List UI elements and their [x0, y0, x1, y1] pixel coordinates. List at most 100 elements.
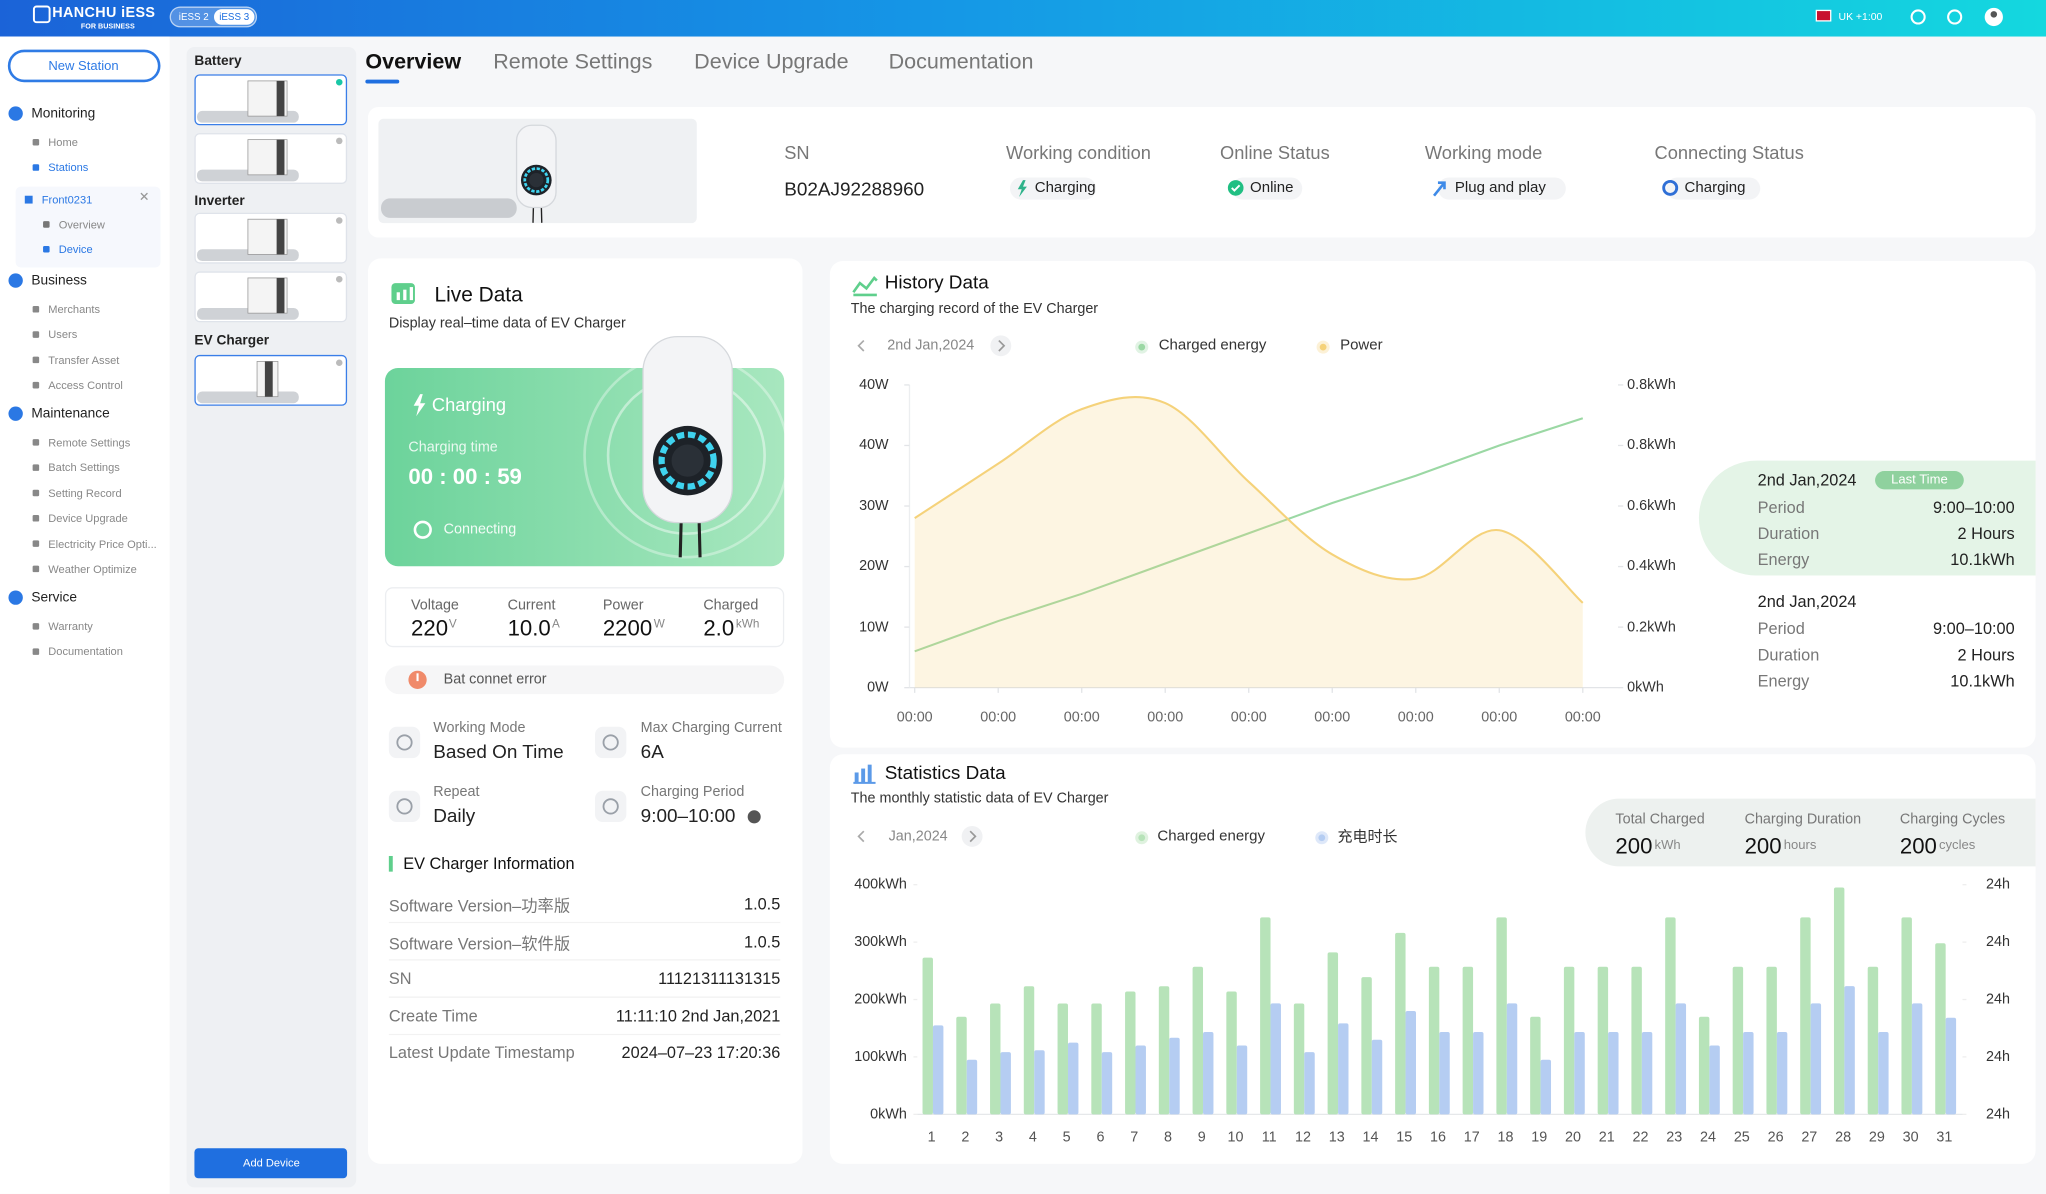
- menu-item[interactable]: Merchants: [48, 302, 101, 316]
- y2-tick-label: 0.2kWh: [1627, 619, 1676, 635]
- record-value: 10.1kWh: [1950, 671, 2015, 691]
- x-tick-label: 25: [1733, 1130, 1750, 1146]
- tab[interactable]: Remote Settings: [493, 50, 653, 74]
- version-tab[interactable]: iESS 3: [219, 11, 250, 23]
- x-tick-label: 12: [1294, 1130, 1311, 1146]
- record-date: 2nd Jan,2024: [1757, 471, 1857, 490]
- y2-tick-label: 0kWh: [1627, 679, 1664, 696]
- menu-item[interactable]: Access Control: [48, 378, 123, 392]
- menu-dot: [32, 623, 40, 630]
- menu-item[interactable]: Device Upgrade: [48, 511, 128, 525]
- x-tick-label: 22: [1632, 1130, 1649, 1146]
- metric-label: Charged: [703, 597, 759, 614]
- stat-unit: cycles: [1939, 838, 1976, 853]
- bar: [1462, 966, 1474, 1115]
- menu-item[interactable]: Home: [48, 135, 78, 149]
- menu-item[interactable]: Users: [48, 328, 78, 342]
- next-button: [990, 335, 1012, 357]
- record-value: 9:00–10:00: [1933, 498, 2015, 517]
- add-device-button[interactable]: [194, 1148, 348, 1179]
- area: [914, 397, 1583, 688]
- summary-value: Charging: [1034, 180, 1096, 196]
- history-icon: [852, 275, 878, 294]
- x-tick-label: 28: [1835, 1130, 1852, 1146]
- menu-dot: [32, 164, 40, 171]
- charging-time-label: Charging time: [408, 439, 498, 456]
- menu-item[interactable]: Setting Record: [48, 486, 122, 500]
- bar: [1067, 1042, 1079, 1115]
- menu-item[interactable]: Stations: [48, 161, 89, 175]
- device-trim: [264, 361, 273, 397]
- section-title: EV Charger Information: [403, 854, 575, 873]
- bar: [1091, 1003, 1102, 1115]
- bar: [1776, 1032, 1788, 1115]
- header-bar: [0, 0, 2046, 37]
- menu-item[interactable]: Electricity Price Opti...: [48, 537, 157, 551]
- bar: [1743, 1032, 1754, 1115]
- stat-unit: hours: [1783, 838, 1817, 853]
- x-tick-label: 4: [1028, 1130, 1037, 1146]
- stat-label: Total Charged: [1615, 811, 1705, 828]
- x-tick-label: 2: [961, 1130, 970, 1146]
- x-tick-label: 1: [927, 1130, 936, 1146]
- x-tick-label: 7: [1130, 1130, 1139, 1146]
- x-tick-label: 10: [1227, 1130, 1244, 1146]
- x-tick-label: 00:00: [1063, 709, 1100, 726]
- station-name[interactable]: Front0231: [41, 193, 93, 207]
- tab[interactable]: Documentation: [888, 50, 1034, 74]
- version-tab[interactable]: iESS 2: [178, 11, 209, 23]
- x-tick-label: 00:00: [980, 709, 1017, 726]
- x-tick-label: 14: [1362, 1130, 1379, 1146]
- bar: [1867, 966, 1879, 1115]
- version-active: [213, 9, 255, 25]
- record-label: Period: [1757, 498, 1805, 517]
- menu-item[interactable]: Batch Settings: [48, 461, 120, 475]
- menu-item[interactable]: Documentation: [48, 645, 123, 659]
- tab[interactable]: Device Upgrade: [694, 50, 849, 74]
- x-tick-label: 20: [1565, 1130, 1582, 1146]
- bar: [1665, 917, 1676, 1115]
- record-value: 10.1kWh: [1950, 550, 2015, 569]
- info-value: 1.0.5: [744, 895, 781, 914]
- info-value: 11121311131315: [658, 969, 781, 989]
- prev-arrow: [857, 339, 865, 352]
- x-tick-label: 3: [995, 1130, 1004, 1146]
- add-device-label[interactable]: Add Device: [243, 1156, 300, 1170]
- metric-value: 220: [411, 615, 449, 641]
- x-tick-label: 30: [1902, 1130, 1919, 1146]
- x-tick-label: 27: [1801, 1130, 1818, 1146]
- bar: [1101, 1052, 1113, 1115]
- metric-label: Voltage: [411, 597, 459, 614]
- bar: [1530, 1016, 1541, 1115]
- legend-label: Charged energy: [1157, 828, 1266, 845]
- setting-label: Max Charging Current: [640, 720, 782, 736]
- new-station-label[interactable]: New Station: [48, 59, 119, 74]
- new-station-button[interactable]: [7, 49, 161, 83]
- bar: [1236, 1045, 1248, 1115]
- x-tick-label: 8: [1163, 1130, 1172, 1146]
- menu-item[interactable]: Remote Settings: [48, 435, 131, 449]
- menu-dot: [32, 305, 40, 313]
- info-marker: [388, 855, 393, 872]
- charging-time: 00 : 00 : 59: [408, 464, 522, 490]
- menu-item[interactable]: Warranty: [48, 619, 93, 633]
- legend-dot: [1138, 343, 1146, 351]
- x-tick-label: 6: [1096, 1130, 1105, 1146]
- menu-dot: [32, 356, 40, 364]
- bar: [1732, 966, 1744, 1115]
- menu-item[interactable]: Weather Optimize: [48, 562, 137, 576]
- tab[interactable]: Overview: [365, 50, 462, 74]
- menu-item[interactable]: Transfer Asset: [48, 353, 120, 367]
- metrics-box: [384, 587, 785, 648]
- logo-icon: [32, 5, 51, 24]
- x-tick-label: 00:00: [896, 709, 933, 726]
- menu-item[interactable]: Overview: [58, 217, 105, 231]
- y2-tick-label: 0.4kWh: [1627, 558, 1676, 575]
- metric-unit: kWh: [735, 617, 760, 631]
- menu-item[interactable]: Device: [58, 242, 93, 256]
- group-icon: [8, 106, 23, 121]
- record-label: Duration: [1757, 524, 1820, 543]
- menu-dot: [43, 221, 50, 228]
- group-icon: [8, 273, 23, 288]
- region[interactable]: UK +1:00: [1838, 11, 1883, 23]
